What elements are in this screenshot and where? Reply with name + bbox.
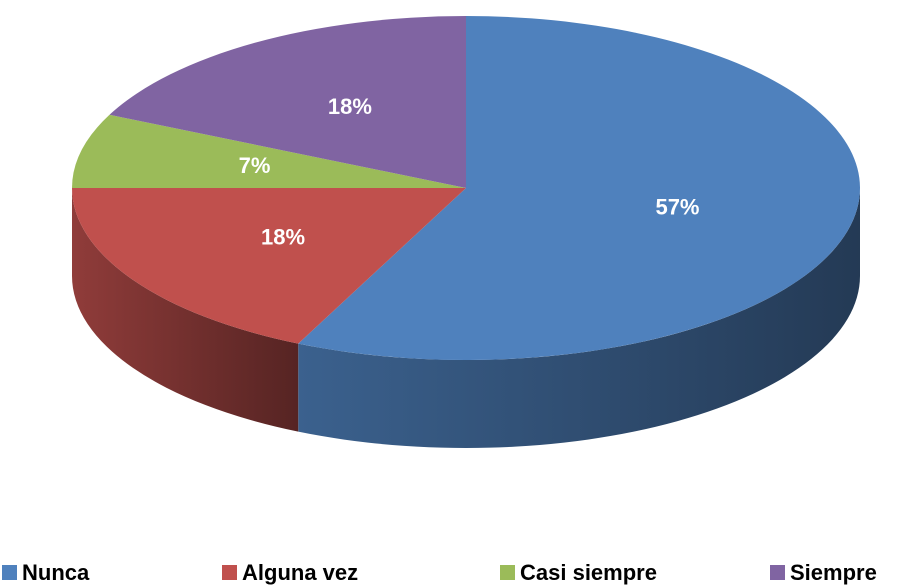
slice-side (298, 188, 861, 448)
slice (72, 188, 466, 344)
legend-label: Alguna vez (242, 560, 358, 585)
legend-label: Casi siempre (520, 560, 657, 585)
slice (298, 16, 861, 360)
slice (109, 16, 466, 188)
slice-side (72, 188, 299, 432)
legend-swatch (500, 565, 515, 580)
data-label: 57% (655, 194, 699, 219)
labels: 57% 18% 7% 18% (239, 94, 700, 250)
legend-swatch (2, 565, 17, 580)
legend-label: Nunca (22, 560, 90, 585)
data-label: 18% (328, 94, 372, 119)
data-label: 18% (261, 225, 305, 250)
legend-swatch (770, 565, 785, 580)
sides (72, 188, 861, 448)
slice (72, 114, 466, 188)
legend-swatch (222, 565, 237, 580)
data-label: 7% (239, 153, 271, 178)
legend-label: Siempre (790, 560, 877, 585)
tops (72, 16, 861, 360)
